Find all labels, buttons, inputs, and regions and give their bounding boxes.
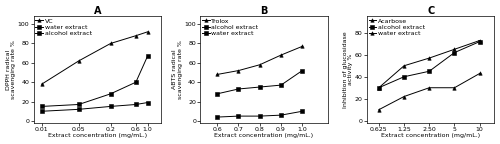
Line: alcohol extract: alcohol extract	[40, 54, 150, 108]
Y-axis label: ABTS radical
scavenging rate %: ABTS radical scavenging rate %	[172, 40, 183, 99]
water extract	[300, 110, 306, 112]
Title: C: C	[427, 6, 434, 16]
water extract	[108, 106, 114, 107]
alcohol extract	[426, 70, 432, 72]
VC	[108, 43, 114, 44]
Line: VC: VC	[40, 30, 150, 86]
Legend: Trolox, alcohol extract, water extract: Trolox, alcohol extract, water extract	[202, 18, 259, 37]
Y-axis label: DPPH radical
scavenging rate %: DPPH radical scavenging rate %	[6, 40, 16, 99]
Line: water extract: water extract	[40, 101, 150, 113]
alcohol extract	[376, 87, 382, 89]
Line: Acarbose: Acarbose	[377, 39, 482, 89]
alcohol extract	[278, 84, 284, 86]
Title: B: B	[260, 6, 268, 16]
Trolox	[236, 70, 242, 71]
VC	[133, 35, 139, 37]
Y-axis label: Inhibition of glucosidase
activity %: Inhibition of glucosidase activity %	[342, 31, 353, 108]
Line: water extract: water extract	[216, 110, 304, 119]
alcohol extract	[256, 86, 262, 88]
alcohol extract	[401, 76, 407, 78]
Acarbose	[452, 48, 458, 50]
water extract	[476, 73, 482, 74]
alcohol extract	[144, 55, 150, 57]
water extract	[278, 114, 284, 116]
Line: Trolox: Trolox	[216, 45, 304, 76]
alcohol extract	[476, 41, 482, 42]
alcohol extract	[133, 81, 139, 83]
X-axis label: Extract concentration (mg/mL.): Extract concentration (mg/mL.)	[48, 133, 147, 138]
Line: alcohol extract: alcohol extract	[216, 69, 304, 96]
water extract	[76, 108, 82, 110]
alcohol extract	[236, 88, 242, 90]
water extract	[38, 110, 44, 112]
Trolox	[278, 54, 284, 56]
alcohol extract	[214, 93, 220, 95]
alcohol extract	[452, 52, 458, 53]
alcohol extract	[38, 106, 44, 107]
X-axis label: Extract concentration (mg/mL.): Extract concentration (mg/mL.)	[381, 133, 480, 138]
Acarbose	[376, 87, 382, 89]
Acarbose	[426, 57, 432, 59]
water extract	[236, 115, 242, 117]
alcohol extract	[108, 93, 114, 95]
water extract	[144, 102, 150, 103]
water extract	[426, 87, 432, 89]
VC	[76, 60, 82, 62]
Legend: Acarbose, alcohol extract, water extract: Acarbose, alcohol extract, water extract	[368, 18, 426, 37]
Acarbose	[401, 65, 407, 67]
Trolox	[300, 46, 306, 47]
Title: A: A	[94, 6, 101, 16]
Legend: VC, water extract, alcohol extract: VC, water extract, alcohol extract	[35, 18, 92, 37]
water extract	[214, 116, 220, 118]
X-axis label: Extract concentration (mg/mL.): Extract concentration (mg/mL.)	[214, 133, 314, 138]
water extract	[256, 115, 262, 117]
alcohol extract	[300, 70, 306, 71]
VC	[144, 31, 150, 33]
Line: water extract: water extract	[377, 72, 482, 111]
Acarbose	[476, 40, 482, 41]
Trolox	[214, 74, 220, 75]
alcohol extract	[76, 104, 82, 105]
Trolox	[256, 64, 262, 66]
water extract	[376, 109, 382, 111]
VC	[38, 83, 44, 85]
Line: alcohol extract: alcohol extract	[377, 40, 482, 89]
water extract	[452, 87, 458, 89]
water extract	[133, 104, 139, 105]
water extract	[401, 96, 407, 97]
